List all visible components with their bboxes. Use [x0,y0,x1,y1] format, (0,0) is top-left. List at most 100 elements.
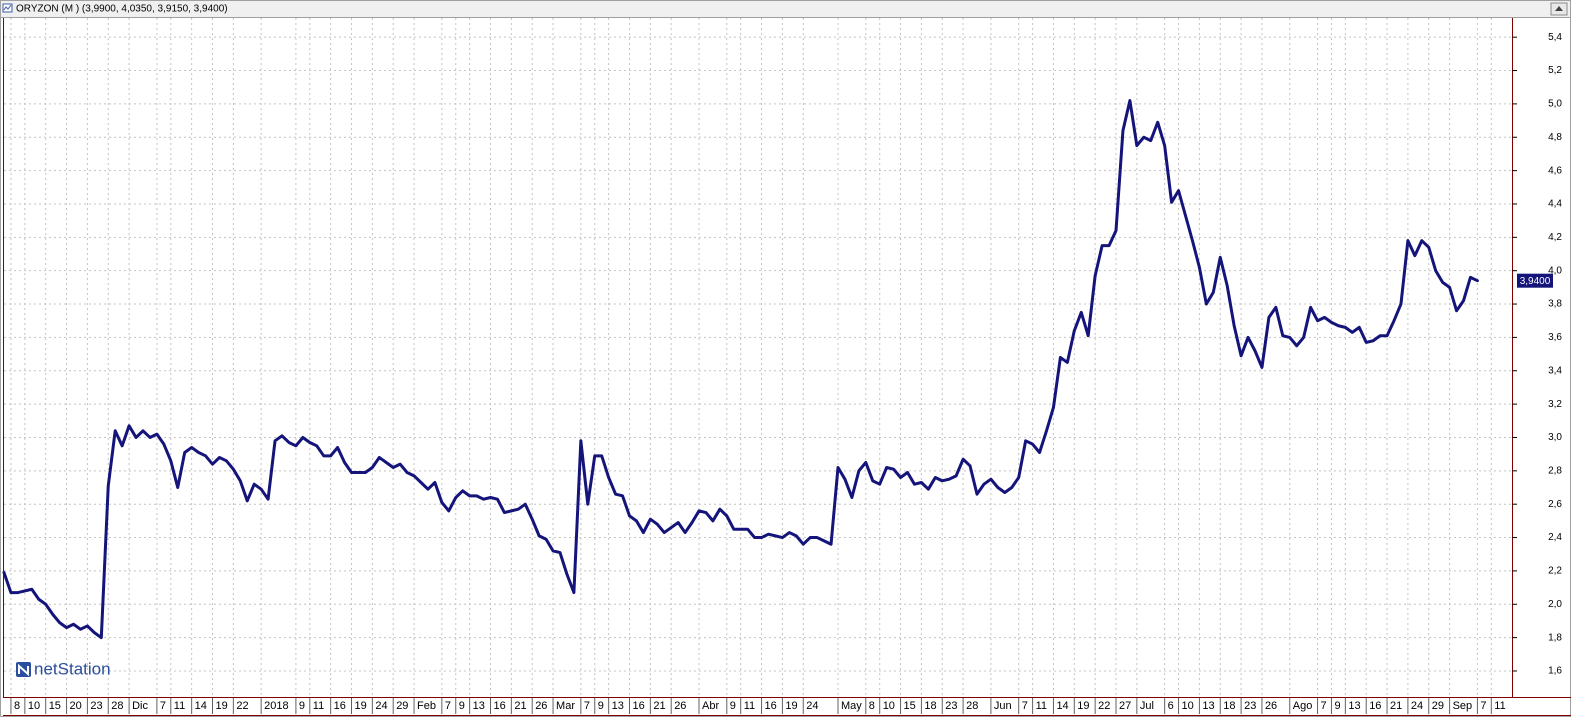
y-tick-label: 2,2 [1548,566,1562,577]
x-tick-label: Feb [417,700,436,712]
window-icon-glyph [3,4,12,11]
x-tick-label: 26 [674,700,686,712]
logo-glyph [18,663,29,677]
y-tick-label: 1,6 [1548,666,1562,677]
x-tick-label: 9 [1334,700,1340,712]
x-tick-label: 20 [70,700,82,712]
x-tick-label: 29 [1432,700,1444,712]
x-tick-label: 26 [1265,700,1277,712]
x-tick-label: May [841,700,862,712]
y-tick-label: 2,6 [1548,499,1562,510]
x-tick-label: 10 [883,700,895,712]
y-tick-label: 5,2 [1548,65,1562,76]
x-tick-label: 7 [584,700,590,712]
x-tick-label: 19 [1077,700,1089,712]
x-tick-label: 10 [28,700,40,712]
x-tick-label: 8 [869,700,875,712]
y-tick-label: 4,2 [1548,232,1562,243]
x-tick-label: 28 [111,700,123,712]
price-line [2,99,1479,640]
x-tick-label: 11 [744,700,755,712]
x-tick-label: 9 [299,700,305,712]
watermark-logo: netStation [16,659,111,678]
x-tick-label: 16 [765,700,777,712]
x-tick-label: Abr [702,700,719,712]
last-price-box [1517,273,1553,288]
x-tick-label: 7 [160,700,166,712]
y-tick-label: 1,8 [1548,632,1562,643]
x-tick-label: Sep [1453,700,1473,712]
axes: 1,6 1,8 2,0 2,2 2,4 2,6 2,8 3,0 3,2 3,4 3,6 3,8 4,0 4… [10,32,1562,714]
x-tick-label: 13 [1348,700,1360,712]
x-tick-label: 23 [945,700,957,712]
x-tick-label: 24 [1411,700,1423,712]
x-tick-label: Mar [556,700,575,712]
y-tick-label: 5,4 [1548,32,1562,43]
y-tick-label: 2,4 [1548,532,1562,543]
x-tick-label: 18 [1223,700,1235,712]
x-tick-label: 22 [1098,700,1110,712]
x-tick-label: 10 [1182,700,1194,712]
x-tick-label: 8 [14,700,20,712]
x-tick-label: 9 [730,700,736,712]
x-tick-label: 27 [1119,700,1131,712]
x-tick-label: 11 [174,700,185,712]
x-tick-label: 19 [216,700,228,712]
x-tick-label: 19 [785,700,797,712]
y-tick-label: 2,0 [1548,599,1562,610]
y-tick-label: 3,4 [1548,365,1562,376]
x-tick-label: 7 [1022,700,1028,712]
y-tick-label: 3,6 [1548,332,1562,343]
x-tick-label: Dic [132,700,148,712]
x-tick-label: 11 [1494,700,1505,712]
x-tick-label: 7 [445,700,451,712]
x-tick-label: 2018 [264,700,288,712]
x-tick-label: 24 [375,700,387,712]
x-tick-label: 21 [1390,700,1402,712]
x-tick-label: 23 [1244,700,1256,712]
y-tick-label: 5,0 [1548,99,1562,110]
y-tick-label: 4,0 [1548,265,1562,276]
x-tick-label: 29 [396,700,408,712]
x-tick-label: 14 [195,700,207,712]
x-tick-label: 23 [90,700,102,712]
x-tick-label: 11 [313,700,324,712]
x-tick-label: 16 [494,700,506,712]
x-tick-label: 28 [966,700,978,712]
x-tick-label: 13 [473,700,485,712]
x-tick-label: Jun [994,700,1012,712]
x-tick-label: 21 [653,700,665,712]
x-tick-label: 9 [598,700,604,712]
x-tick-label: 7 [1480,700,1486,712]
x-tick-label: 14 [1056,700,1068,712]
scroll-arrow [1555,6,1563,11]
y-tick-label: 4,6 [1548,165,1562,176]
x-tick-label: 11 [1036,700,1047,712]
last-price-label: 3,9400 [1520,276,1551,287]
x-tick-label: 16 [334,700,346,712]
x-tick-label: 16 [1369,700,1381,712]
y-tick-label: 2,8 [1548,465,1562,476]
x-tick-label: 15 [904,700,916,712]
x-tick-label: 19 [355,700,367,712]
grid [4,18,1512,697]
chart-title: ORYZON (M ) (3,9900, 4,0350, 3,9150, 3,9… [16,4,228,15]
x-tick-label: 21 [514,700,526,712]
x-tick-label: 24 [806,700,818,712]
x-tick-label: 13 [612,700,624,712]
y-tick-label: 4,4 [1548,199,1562,210]
watermark: netStation [34,659,111,678]
y-tick-label: 3,2 [1548,399,1562,410]
y-tick-label: 3,8 [1548,299,1562,310]
x-tick-label: Ago [1293,700,1313,712]
x-tick-label: 18 [924,700,936,712]
x-tick-label: 6 [1168,700,1174,712]
x-tick-label: 26 [535,700,547,712]
x-tick-label: 15 [49,700,61,712]
x-tick-label: Jul [1140,700,1154,712]
y-tick-label: 3,0 [1548,432,1562,443]
x-tick-label: 16 [633,700,645,712]
